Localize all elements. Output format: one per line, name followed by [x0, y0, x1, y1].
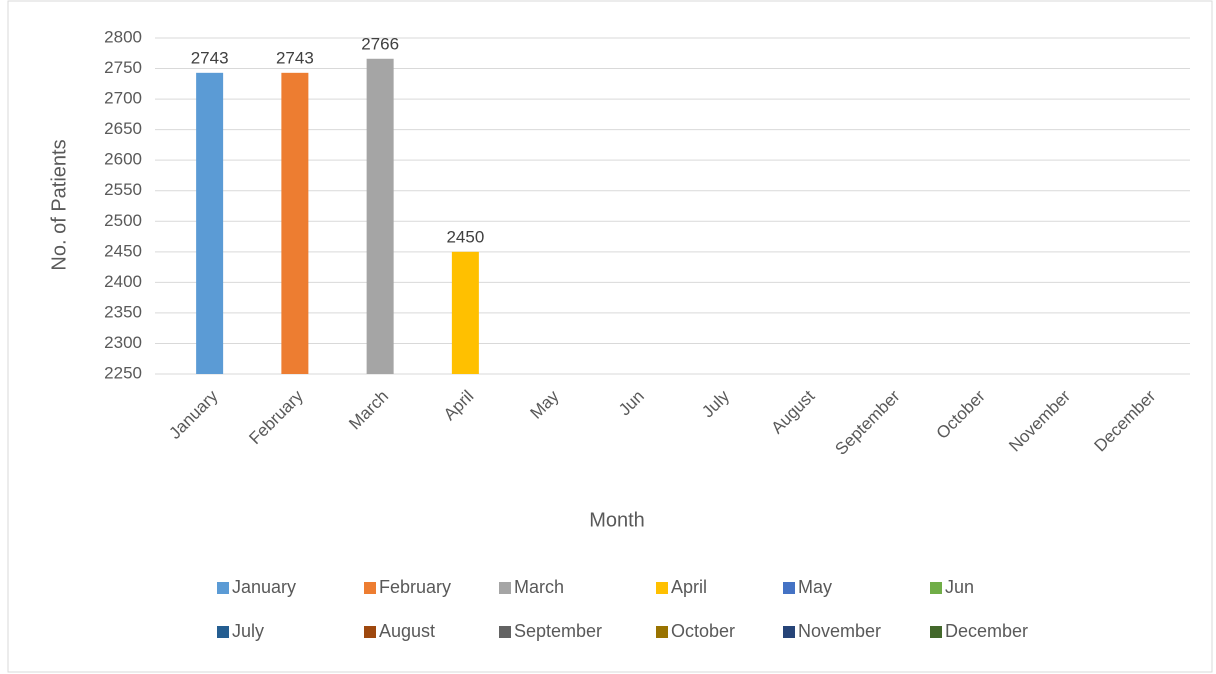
- data-label: 2450: [446, 227, 484, 246]
- legend-swatch: [656, 626, 668, 638]
- bar: [281, 72, 309, 375]
- legend-label: August: [379, 621, 435, 641]
- bar: [366, 58, 394, 375]
- legend-label: May: [798, 577, 832, 597]
- y-tick-label: 2600: [104, 150, 142, 169]
- legend-swatch: [930, 582, 942, 594]
- y-tick-label: 2550: [104, 180, 142, 199]
- y-tick-label: 2650: [104, 119, 142, 138]
- legend-swatch: [364, 582, 376, 594]
- chart-frame: [7, 0, 1213, 673]
- y-tick-label: 2450: [104, 241, 142, 260]
- y-tick-label: 2500: [104, 211, 142, 230]
- legend-label: November: [798, 621, 881, 641]
- legend-swatch: [217, 582, 229, 594]
- legend-label: September: [514, 621, 602, 641]
- legend-swatch: [930, 626, 942, 638]
- legend-label: February: [379, 577, 451, 597]
- legend-swatch: [656, 582, 668, 594]
- y-tick-label: 2700: [104, 89, 142, 108]
- data-label: 2743: [276, 48, 314, 67]
- y-tick-label: 2350: [104, 302, 142, 321]
- legend-swatch: [499, 582, 511, 594]
- legend-label: April: [671, 577, 707, 597]
- legend-label: July: [232, 621, 264, 641]
- data-label: 2766: [361, 34, 399, 53]
- legend-label: March: [514, 577, 564, 597]
- y-tick-label: 2400: [104, 272, 142, 291]
- bar: [451, 251, 479, 374]
- bar: [196, 72, 224, 375]
- legend-label: Jun: [945, 577, 974, 597]
- y-tick-label: 2800: [104, 27, 142, 46]
- legend-swatch: [499, 626, 511, 638]
- legend-label: October: [671, 621, 735, 641]
- data-label: 2743: [191, 48, 229, 67]
- legend-swatch: [364, 626, 376, 638]
- legend-swatch: [217, 626, 229, 638]
- y-tick-label: 2300: [104, 333, 142, 352]
- legend-swatch: [783, 582, 795, 594]
- x-axis-title: Month: [589, 509, 645, 531]
- legend-label: December: [945, 621, 1028, 641]
- legend-swatch: [783, 626, 795, 638]
- y-axis-title: No. of Patients: [48, 139, 70, 270]
- y-tick-label: 2250: [104, 363, 142, 382]
- legend-label: January: [232, 577, 296, 597]
- y-tick-label: 2750: [104, 58, 142, 77]
